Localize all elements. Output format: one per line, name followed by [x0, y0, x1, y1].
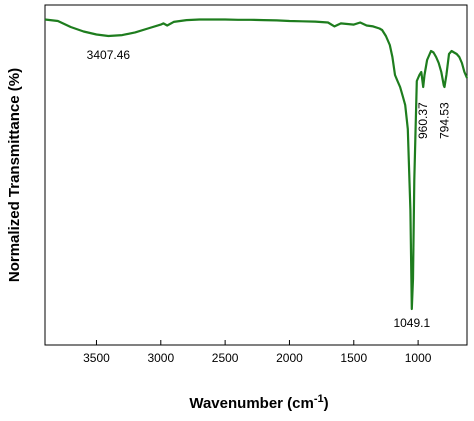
- peak-label: 794.53: [438, 102, 452, 139]
- peak-label: 3407.46: [87, 48, 131, 62]
- x-axis-title-sup: -1: [314, 393, 324, 405]
- x-axis-title-close: ): [324, 395, 329, 412]
- x-tick-label: 3500: [83, 351, 110, 365]
- peak-label: 1049.1: [393, 316, 430, 330]
- plot-frame: [44, 4, 468, 346]
- x-axis-title: Wavenumber (cm-1): [189, 393, 328, 412]
- x-axis-ticks: 3500 3000 2500 2000 1500 1000: [83, 340, 432, 365]
- x-tick-label: 3000: [147, 351, 174, 365]
- peak-annotations: 3407.46 1049.1 960.37 794.53: [87, 48, 452, 330]
- x-axis-title-main: Wavenumber (cm: [189, 395, 313, 412]
- y-axis-title: Normalized Transmittance (%): [6, 68, 23, 282]
- x-tick-label: 1500: [340, 351, 367, 365]
- x-tick-label: 2000: [276, 351, 303, 365]
- peak-label: 960.37: [416, 102, 430, 139]
- x-tick-label: 1000: [405, 351, 432, 365]
- x-tick-label: 2500: [212, 351, 239, 365]
- spectrum-line: [44, 18, 469, 311]
